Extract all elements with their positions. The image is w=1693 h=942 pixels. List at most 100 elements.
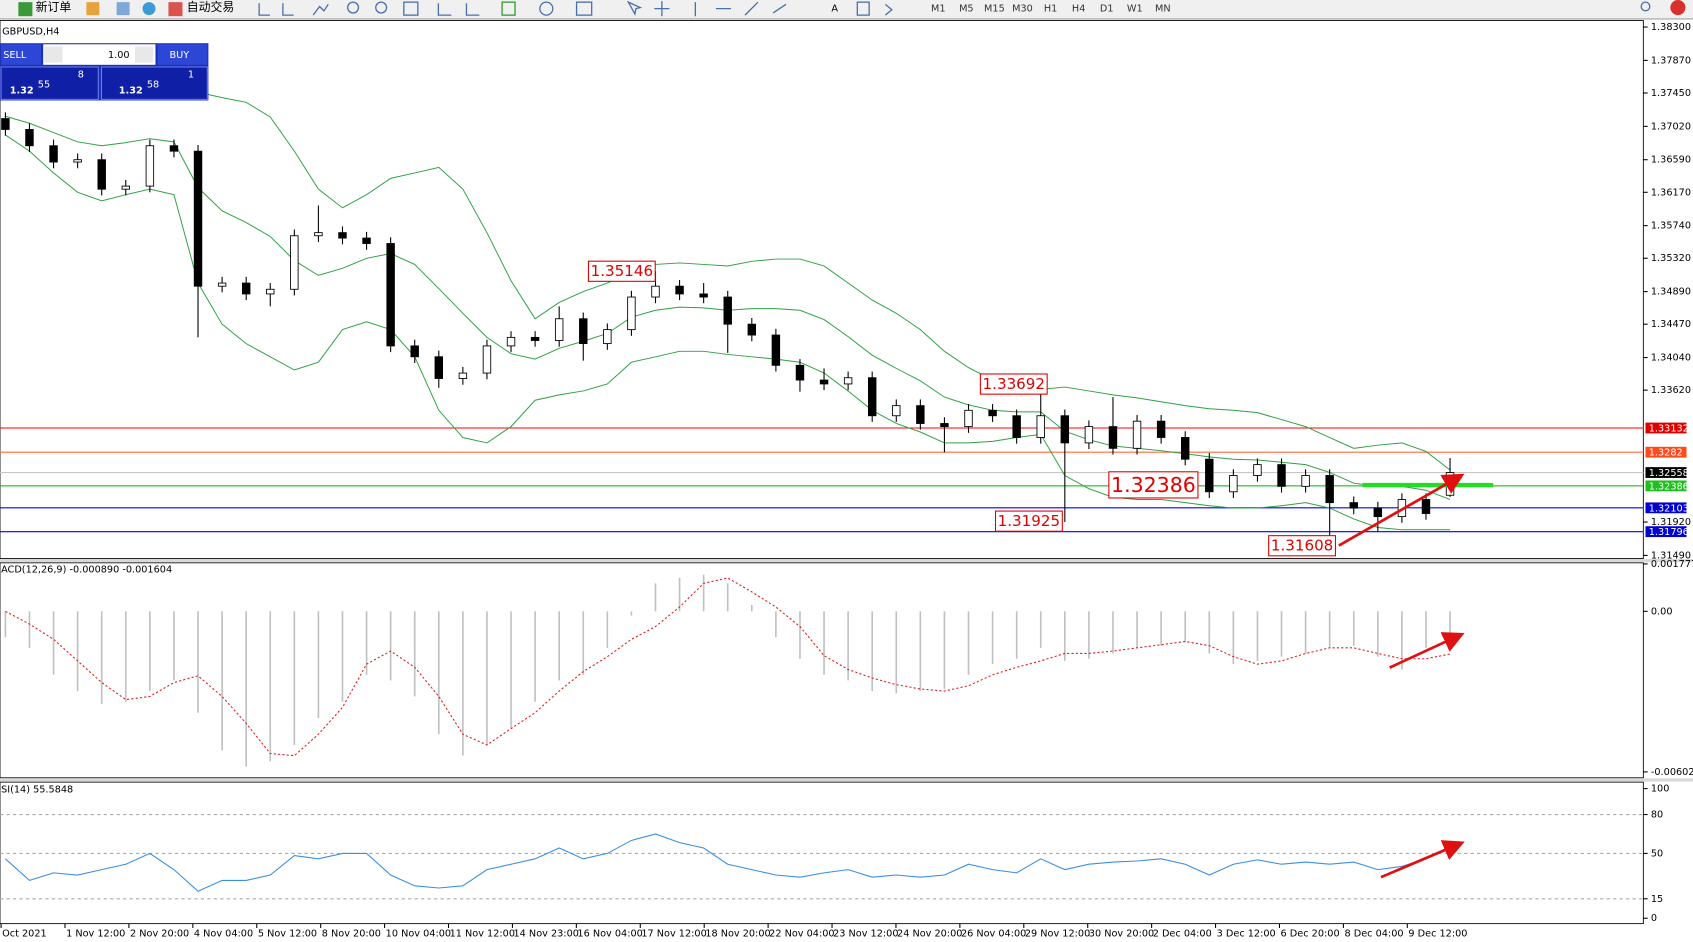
price-level-label: 1.32103 (1649, 503, 1689, 514)
zoom-in[interactable] (347, 1, 360, 14)
sell-label[interactable]: SELL (3, 50, 27, 61)
macd-bar (413, 611, 416, 697)
zoom-out[interactable] (375, 1, 388, 14)
macd-bar (462, 611, 464, 756)
x-tick-label: 3 Dec 12:00 (1217, 928, 1276, 939)
candle-body (145, 145, 155, 187)
macd-bar (1015, 611, 1018, 659)
periods-icon[interactable] (539, 1, 554, 16)
y-tick-label: 15 (1651, 894, 1663, 905)
x-tick-label: 29 Nov 12:00 (1025, 928, 1090, 939)
candle-body (434, 356, 444, 379)
lot-decrease[interactable] (44, 46, 63, 63)
timeframe-button[interactable]: D1 (1100, 4, 1114, 15)
y-tick-label: 1.37020 (1651, 121, 1691, 132)
macd-bar (1232, 611, 1235, 665)
candle-body (1060, 415, 1070, 444)
y-tick-label: 1.35320 (1651, 253, 1691, 264)
macd-area (0, 562, 1644, 779)
x-tick-label: 17 Nov 12:00 (641, 928, 706, 939)
lot-increase[interactable] (134, 46, 154, 63)
candle-body (482, 345, 492, 374)
macd-bar (991, 611, 994, 665)
macd-bar (52, 611, 55, 675)
y-tick-label: 1.38300 (1651, 22, 1691, 33)
timeframe-button[interactable]: H4 (1072, 4, 1085, 15)
candle-body (1156, 420, 1166, 438)
macd-signal (5, 577, 1451, 757)
annotation-box (1268, 535, 1336, 557)
macd-bar (967, 611, 970, 675)
chart-type-icons[interactable] (258, 3, 329, 16)
toolbar-icon[interactable] (116, 2, 130, 16)
macd-bar (1449, 611, 1451, 636)
candle-body (627, 296, 636, 331)
y-tick-label: 1.36170 (1651, 187, 1691, 198)
y-tick-label: 1.31490 (1651, 550, 1691, 561)
annotation-box (1108, 471, 1199, 499)
candle-body (1132, 420, 1142, 449)
candle-body (1205, 458, 1214, 493)
x-tick-label: 6 Dec 20:00 (1281, 928, 1340, 939)
y-tick-label: 1.34040 (1651, 353, 1691, 364)
candle-body (554, 318, 564, 341)
candle-body (1036, 415, 1045, 438)
new-order-button[interactable]: 新订单 (36, 0, 72, 14)
candle-body (386, 243, 395, 347)
macd-bar (221, 611, 223, 751)
timeframe-button[interactable]: M5 (959, 4, 974, 15)
candle-body (121, 185, 130, 190)
timeframe-button[interactable]: M30 (1012, 4, 1033, 15)
macd-bar (293, 611, 296, 745)
toolbar-icon[interactable] (142, 2, 156, 16)
y-tick-label: 50 (1651, 848, 1663, 859)
y-tick-label: 1.36590 (1651, 155, 1691, 166)
timeframe-button[interactable]: MN (1155, 4, 1171, 15)
candle-body (892, 405, 901, 417)
macd-bar (678, 577, 681, 612)
scroll-icons[interactable] (437, 3, 480, 16)
sell-button[interactable] (1, 44, 42, 65)
buy-button[interactable] (157, 44, 208, 65)
macd-bar (149, 611, 151, 692)
candle-body (723, 296, 732, 325)
macd-bar (630, 611, 633, 616)
y-tick-label: 1.34890 (1651, 287, 1691, 298)
buy-price-box[interactable] (100, 66, 208, 100)
lot-value[interactable]: 1.00 (108, 50, 130, 61)
indicators-icon[interactable] (501, 1, 516, 16)
arrows-tool[interactable] (884, 3, 893, 16)
timeframe-button[interactable]: H1 (1044, 4, 1057, 15)
sell-price-pips: 55 (38, 79, 50, 90)
macd-bar (1401, 611, 1403, 670)
macd-bar (847, 611, 849, 681)
search-icon[interactable] (1640, 1, 1651, 12)
timeframe-button[interactable]: M1 (931, 4, 946, 15)
toolbar-icon[interactable] (86, 2, 100, 16)
tile-windows[interactable] (403, 1, 419, 16)
toolbar-icons (258, 0, 1651, 17)
sell-price-box[interactable] (0, 66, 99, 100)
macd-bar (558, 611, 560, 681)
rsi-label: SI(14) 55.5848 (1, 785, 73, 796)
timeframe-button[interactable]: W1 (1127, 4, 1143, 15)
templates-icon[interactable] (575, 1, 593, 16)
macd-bar (1039, 611, 1042, 648)
candle-body (49, 145, 58, 163)
lot-input[interactable] (43, 44, 156, 65)
buy-label[interactable]: BUY (170, 50, 190, 61)
auto-trading-icon[interactable] (168, 2, 183, 17)
y-tick-label: 1.37870 (1651, 55, 1691, 66)
price-annotation: 1.33692 (983, 375, 1045, 393)
text-tool-glyph[interactable]: A (831, 4, 838, 15)
sell-price-big: 1.32 (10, 86, 34, 97)
macd-bar (124, 611, 127, 702)
auto-trading-button[interactable]: 自动交易 (187, 0, 234, 14)
macd-bar (1112, 611, 1114, 654)
x-tick-label: 11 Nov 12:00 (450, 928, 515, 939)
new-order-icon[interactable] (18, 2, 33, 17)
timeframe-button[interactable]: M15 (984, 4, 1005, 15)
x-tick-label: 2 Dec 04:00 (1153, 928, 1212, 939)
drawing-tools[interactable] (626, 0, 787, 17)
text-label-tool[interactable] (856, 1, 870, 16)
